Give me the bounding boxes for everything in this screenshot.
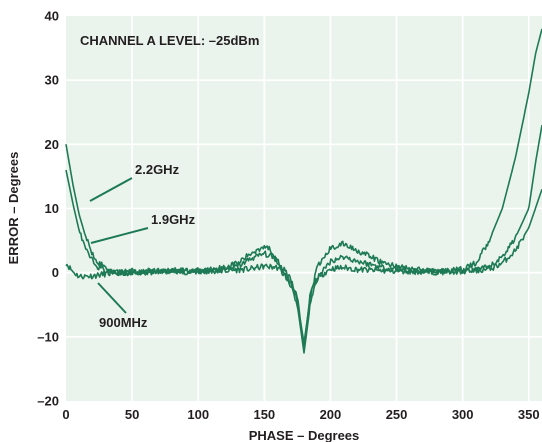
channel-level-annotation: CHANNEL A LEVEL: –25dBm bbox=[80, 33, 259, 48]
x-tick-label: 150 bbox=[253, 407, 275, 422]
pointer-1-9ghz bbox=[90, 227, 149, 244]
series-lines bbox=[65, 28, 542, 354]
series-label-900mhz: 900MHz bbox=[99, 315, 148, 330]
y-tick-label: –10 bbox=[37, 329, 59, 344]
y-tick-label: –20 bbox=[37, 394, 59, 409]
series-label-1-9ghz: 1.9GHz bbox=[151, 212, 196, 227]
x-tick-label: 100 bbox=[187, 407, 209, 422]
series-label-2-2ghz: 2.2GHz bbox=[135, 162, 180, 177]
pointer-900mhz bbox=[97, 282, 127, 314]
series-line-2-2ghz bbox=[65, 28, 542, 345]
y-tick-label: 20 bbox=[45, 137, 59, 152]
y-tick-label: 30 bbox=[45, 73, 59, 88]
x-tick-labels: 0 50 100 150 200 250 300 350 bbox=[62, 407, 539, 422]
x-tick-label: 50 bbox=[125, 407, 139, 422]
y-tick-label: 0 bbox=[52, 265, 59, 280]
x-tick-label: 300 bbox=[452, 407, 474, 422]
x-tick-label: 0 bbox=[62, 407, 69, 422]
series-label-pointers bbox=[89, 177, 149, 314]
y-tick-labels: –20 –10 0 10 20 30 40 bbox=[37, 9, 59, 409]
y-axis-title: ERROR – Degrees bbox=[6, 152, 21, 265]
x-tick-label: 350 bbox=[518, 407, 540, 422]
y-tick-label: 10 bbox=[45, 201, 59, 216]
pointer-2-2ghz bbox=[89, 177, 133, 202]
x-tick-label: 200 bbox=[320, 407, 342, 422]
y-tick-label: 40 bbox=[45, 9, 59, 24]
x-tick-label: 250 bbox=[386, 407, 408, 422]
x-axis-title: PHASE – Degrees bbox=[249, 428, 360, 442]
